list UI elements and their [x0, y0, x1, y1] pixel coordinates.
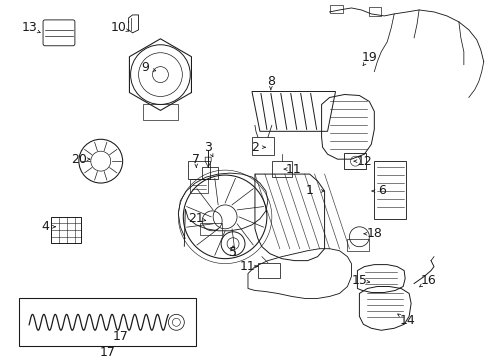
- Bar: [188, 161, 210, 179]
- Bar: [251, 137, 273, 155]
- Bar: [347, 239, 368, 251]
- Text: 13: 13: [21, 21, 37, 34]
- Bar: [19, 298, 196, 346]
- Text: 15: 15: [351, 274, 366, 287]
- Bar: [257, 263, 279, 278]
- Text: 1: 1: [305, 184, 313, 198]
- Text: 17: 17: [112, 330, 128, 343]
- Text: 14: 14: [399, 314, 414, 327]
- Text: 19: 19: [361, 51, 376, 64]
- Text: 20: 20: [71, 153, 87, 166]
- Bar: [271, 161, 291, 177]
- Text: 5: 5: [228, 246, 237, 259]
- Bar: [368, 7, 381, 16]
- Text: 9: 9: [142, 61, 149, 74]
- Text: 2: 2: [250, 141, 258, 154]
- Text: 17: 17: [100, 346, 116, 359]
- Text: 16: 16: [420, 274, 436, 287]
- Bar: [200, 223, 222, 235]
- Bar: [329, 5, 343, 13]
- Bar: [373, 161, 406, 219]
- Text: 6: 6: [378, 184, 386, 198]
- Text: 18: 18: [366, 227, 382, 240]
- Text: 10: 10: [110, 21, 126, 34]
- Text: 4: 4: [41, 220, 49, 233]
- Bar: [202, 167, 218, 179]
- Text: 7: 7: [192, 153, 200, 166]
- Text: 21: 21: [188, 212, 203, 225]
- Text: 3: 3: [204, 141, 212, 154]
- Text: 12: 12: [356, 155, 371, 168]
- Bar: [190, 179, 208, 193]
- Bar: [51, 217, 81, 243]
- Text: 8: 8: [266, 75, 274, 88]
- Text: 11: 11: [285, 163, 301, 176]
- Bar: [142, 104, 178, 120]
- Bar: [344, 153, 366, 169]
- Text: 11: 11: [240, 260, 255, 273]
